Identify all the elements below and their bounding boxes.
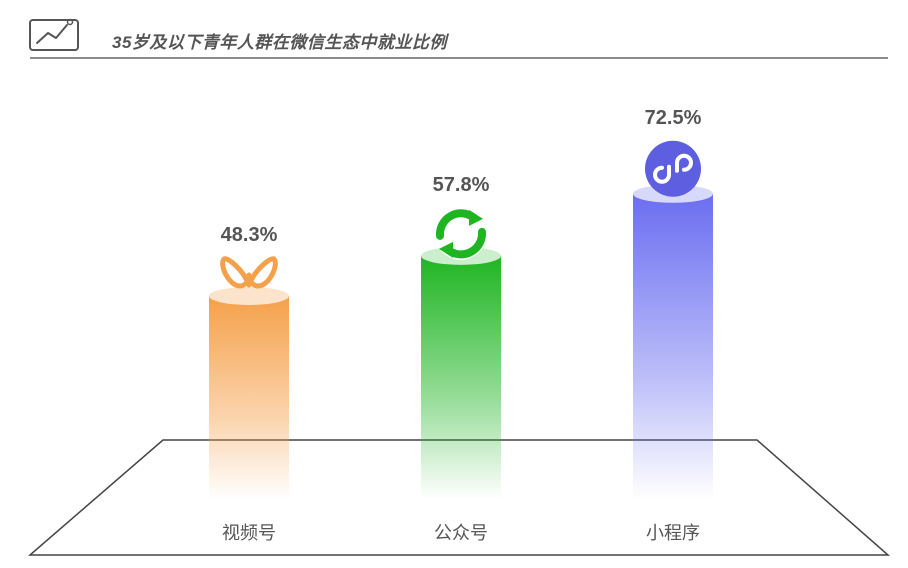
platform-floor bbox=[27, 439, 890, 556]
bar-2 bbox=[421, 255, 501, 500]
official-account-icon bbox=[435, 207, 487, 260]
bar-cap-1 bbox=[209, 286, 289, 305]
category-label-2: 公众号 bbox=[434, 523, 488, 543]
chart-header: 35岁及以下青年人群在微信生态中就业比例 bbox=[0, 0, 908, 70]
category-label-3: 小程序 bbox=[646, 523, 700, 543]
bar-1 bbox=[209, 295, 289, 500]
bar-value-label-3: 72.5% bbox=[644, 106, 702, 129]
bar-value-label-2: 57.8% bbox=[432, 173, 490, 196]
channels-icon bbox=[220, 256, 278, 289]
chart-title: 35岁及以下青年人群在微信生态中就业比例 bbox=[112, 33, 447, 52]
mini-program-icon bbox=[645, 140, 701, 197]
header-decoration bbox=[29, 18, 888, 59]
bar-3 bbox=[633, 193, 713, 500]
chart-trend-icon bbox=[29, 18, 79, 51]
category-label-1: 视频号 bbox=[222, 523, 276, 543]
bar-value-label-1: 48.3% bbox=[220, 223, 278, 246]
